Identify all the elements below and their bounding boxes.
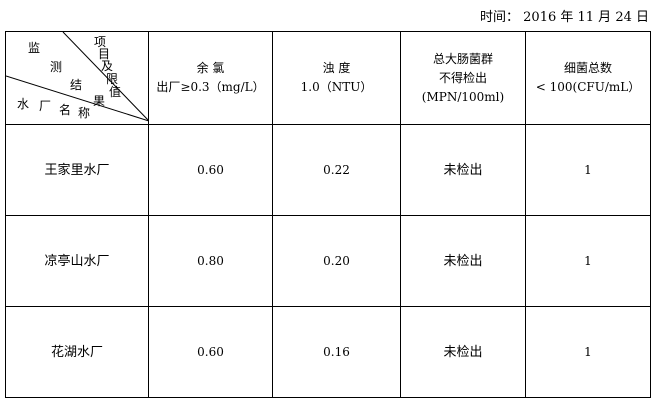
cell-value: 0.60 [148,124,273,216]
corner-char: 结 [70,78,83,92]
header-bacteria-count: 细菌总数 < 100(CFU/mL） [525,31,651,125]
cell-value: 0.22 [272,124,401,216]
corner-char: 果 [93,94,106,108]
header-total-coliform: 总大肠菌群不得检出 (MPN/100ml) [400,31,526,125]
header-line: 余 氯 [196,61,225,75]
cell-value: 0.60 [148,306,273,398]
header-line: 浊 度 [322,61,351,75]
corner-char: 测 [50,60,63,74]
header-line: 出厂≥0.3（mg/L） [156,80,265,94]
cell-value: 0.20 [272,215,401,307]
table-row: 凉亭山水厂 0.80 0.20 未检出 1 [5,215,651,307]
corner-char: 监 [28,41,41,55]
corner-char: 及 [101,59,114,73]
cell-value: 未检出 [400,215,526,307]
plant-name: 凉亭山水厂 [5,215,149,307]
corner-char: 名 [59,103,72,117]
cell-value: 未检出 [400,306,526,398]
water-quality-table: 监 测 结 果 项 目 及 限 值 水 厂 名 称 余 氯出厂≥0.3（mg/L… [5,31,651,398]
table-row: 花湖水厂 0.60 0.16 未检出 1 [5,306,651,398]
report-date: 时间： 2016 年 11 月 24 日 [480,10,649,25]
header-line: 总大肠菌群 [432,51,493,66]
corner-char: 厂 [39,99,52,113]
plant-name: 王家里水厂 [5,124,149,216]
corner-char: 限 [106,72,119,86]
header-line: 1.0（NTU） [300,80,373,94]
corner-char: 目 [98,47,111,61]
table-row: 王家里水厂 0.60 0.22 未检出 1 [5,124,651,216]
corner-char: 值 [109,85,122,99]
header-line: (MPN/100ml) [421,89,505,104]
header-turbidity: 浊 度 1.0（NTU） [272,31,401,125]
corner-char: 称 [78,106,91,120]
header-line: 不得检出 [438,70,487,85]
cell-value: 1 [525,124,651,216]
plant-name: 花湖水厂 [5,306,149,398]
corner-char: 项 [94,35,107,49]
header-residual-chlorine: 余 氯出厂≥0.3（mg/L） [148,31,273,125]
header-line: 细菌总数 [563,61,612,75]
cell-value: 0.16 [272,306,401,398]
cell-value: 1 [525,215,651,307]
header-line: < 100(CFU/mL） [535,80,641,94]
corner-char: 水 [17,97,30,111]
cell-value: 未检出 [400,124,526,216]
header-row: 监 测 结 果 项 目 及 限 值 水 厂 名 称 余 氯出厂≥0.3（mg/L… [5,31,651,125]
diagonal-header-cell: 监 测 结 果 项 目 及 限 值 水 厂 名 称 [5,31,149,125]
cell-value: 1 [525,306,651,398]
cell-value: 0.80 [148,215,273,307]
diagonal-lines [6,32,149,122]
